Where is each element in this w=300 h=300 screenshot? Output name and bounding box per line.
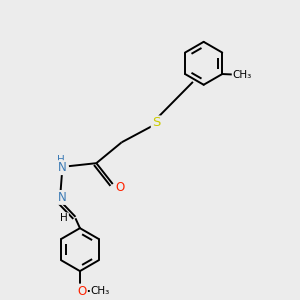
Text: N: N — [58, 191, 66, 204]
Text: O: O — [78, 285, 87, 298]
Text: H: H — [60, 213, 68, 223]
Text: CH₃: CH₃ — [232, 70, 252, 80]
Text: S: S — [152, 116, 160, 129]
Text: CH₃: CH₃ — [91, 286, 110, 296]
Text: N: N — [58, 161, 66, 174]
Text: O: O — [116, 181, 125, 194]
Text: H: H — [57, 154, 65, 165]
